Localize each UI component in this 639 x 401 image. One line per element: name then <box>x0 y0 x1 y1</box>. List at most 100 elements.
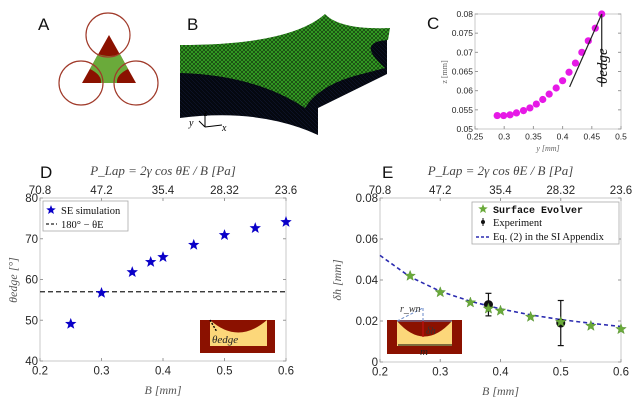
inset-tangent <box>209 319 218 333</box>
y-tick-label: 0.055 <box>452 105 474 115</box>
theta-edge-annotation: θedge <box>595 48 611 84</box>
top-axis-title: P_Lap = 2γ cos θE / B [Pa] <box>89 163 236 178</box>
axes-triad: z x y <box>188 108 227 134</box>
data-star <box>482 302 495 314</box>
legend-box <box>42 200 129 232</box>
legend-label-reference: 180° − θE <box>61 220 104 231</box>
x-tick-label: 0.3 <box>432 367 448 379</box>
data-point <box>552 84 560 92</box>
circle-left <box>58 60 104 106</box>
x-tick-label: 0.25 <box>467 132 484 142</box>
data-star <box>95 286 108 298</box>
data-star <box>280 216 292 227</box>
panel-b-label: B <box>187 15 198 34</box>
data-star <box>126 266 138 278</box>
legend-label-experiment: Experiment <box>493 218 542 229</box>
top-x-tick-label: 47.2 <box>90 185 112 197</box>
y-tick-label: 80 <box>25 193 38 205</box>
x-tick-label: 0.2 <box>32 366 48 378</box>
y-axis-label: δh [mm] <box>330 259 344 301</box>
data-point <box>526 104 534 112</box>
x-tick-label: 0.2 <box>372 367 388 379</box>
circle-top <box>85 12 131 58</box>
data-point <box>571 59 580 67</box>
inset-liquid <box>210 320 267 346</box>
top-x-tick-label: 28.32 <box>546 185 575 197</box>
data-point <box>565 68 573 76</box>
data-star <box>65 317 77 329</box>
data-point <box>532 100 540 108</box>
inset-theta-label: θedge <box>212 334 238 346</box>
data-point <box>519 107 528 115</box>
legend-label-evolver: Surface Evolver <box>493 205 583 217</box>
inset-m-label: m <box>420 346 428 358</box>
y-tick-label: 70 <box>25 234 38 246</box>
panel-a-label: A <box>38 15 50 34</box>
y-axis-label: z [mm] <box>440 60 449 84</box>
panel-e-label: E <box>382 163 393 182</box>
x-tick-label: 0.45 <box>584 132 601 142</box>
data-point <box>506 111 514 119</box>
data-point <box>545 90 553 98</box>
data-star <box>464 296 477 308</box>
top-x-tick-label: 70.8 <box>369 185 391 197</box>
x-tick-label: 0.5 <box>217 366 233 378</box>
panel-a: A <box>38 12 159 106</box>
axis-y-label: y <box>188 118 194 129</box>
y-tick-label: 0 <box>372 357 378 369</box>
top-x-tick-label: 28.32 <box>210 185 239 197</box>
data-star <box>494 304 507 316</box>
data-star <box>554 315 567 327</box>
plot-area <box>474 13 622 130</box>
x-tick-label: 0.3 <box>94 366 110 378</box>
x-tick-label: 0.4 <box>155 366 172 378</box>
x-axis-label: y [mm] <box>535 144 559 153</box>
data-star <box>218 229 231 240</box>
data-point <box>559 77 567 85</box>
legend-box <box>471 201 620 245</box>
legend-label-equation: Eq. (2) in the SI Appendix <box>493 232 605 243</box>
legend-star-icon <box>46 205 56 215</box>
y-tick-label: 0.06 <box>356 234 378 246</box>
top-x-tick-label: 70.8 <box>29 185 51 197</box>
y-tick-label: 0.08 <box>356 193 378 205</box>
data-star <box>615 323 627 335</box>
data-star <box>404 269 416 281</box>
data-point <box>598 10 606 18</box>
top-x-tick-label: 47.2 <box>429 185 451 197</box>
data-point <box>493 111 501 120</box>
data-star <box>188 238 200 250</box>
top-axis-title: P_Lap = 2γ cos θE / B [Pa] <box>427 163 574 178</box>
y-tick-label: 0.065 <box>452 66 474 76</box>
data-point <box>500 111 508 120</box>
y-tick-label: 0.07 <box>456 47 473 57</box>
y-tick-label: 0.06 <box>456 86 473 96</box>
x-tick-label: 0.6 <box>278 366 294 378</box>
y-tick-label: 0.04 <box>356 275 379 287</box>
inset-r-label: r_wn <box>400 304 421 315</box>
y-tick-label: 0.02 <box>356 316 378 328</box>
inset-liquid <box>397 321 452 346</box>
y-tick-label: 60 <box>25 275 38 287</box>
axis-z-label: z <box>203 108 208 118</box>
y-tick-label: 40 <box>25 356 38 368</box>
panel-b: B z x y <box>180 14 390 135</box>
triangle-green-core <box>90 54 128 83</box>
data-star <box>434 286 447 298</box>
legend-star-icon <box>478 204 488 214</box>
legend-label-simulation: SE simulation <box>61 206 121 217</box>
x-tick-label: 0.4 <box>557 132 569 142</box>
x-tick-label: 0.35 <box>525 132 542 142</box>
y-tick-label: 0.075 <box>452 28 474 38</box>
x-axis-label: B [mm] <box>482 384 519 398</box>
legend-point-icon <box>481 220 485 224</box>
top-x-tick-label: 35.4 <box>152 185 175 197</box>
y-tick-label: 0.05 <box>456 124 473 134</box>
tangent-line <box>569 13 603 88</box>
data-point <box>512 109 521 117</box>
x-tick-label: 0.5 <box>553 367 569 379</box>
panel-c-label: C <box>427 14 439 33</box>
data-point <box>539 95 547 104</box>
